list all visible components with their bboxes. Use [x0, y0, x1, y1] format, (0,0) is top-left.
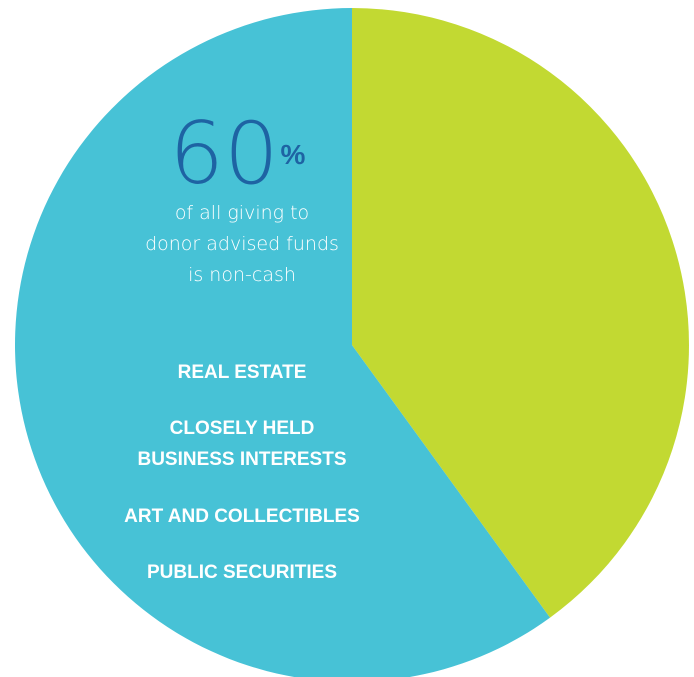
highlight-number: 60	[169, 104, 278, 204]
pie-slice-1	[352, 8, 689, 618]
category-label-business-interests: BUSINESS INTERESTS	[137, 449, 346, 470]
pie-slice-0	[14, 8, 551, 677]
category-label-real-estate: REAL ESTATE	[178, 362, 307, 383]
highlight-caption-line: of all giving to	[175, 202, 309, 224]
highlight-caption-line: donor advised funds	[145, 233, 339, 255]
category-label-public-securities: PUBLIC SECURITIES	[147, 562, 337, 583]
category-label-art-collectibles: ART AND COLLECTIBLES	[124, 506, 360, 527]
category-list: REAL ESTATE CLOSELY HELD BUSINESS INTERE…	[124, 362, 360, 583]
highlight-percent-sign: %	[281, 139, 306, 170]
highlight-caption-line: is non-cash	[188, 264, 296, 286]
category-label-closely-held: CLOSELY HELD	[170, 418, 315, 439]
highlight-stat: 60 % of all giving to donor advised fund…	[145, 104, 339, 286]
